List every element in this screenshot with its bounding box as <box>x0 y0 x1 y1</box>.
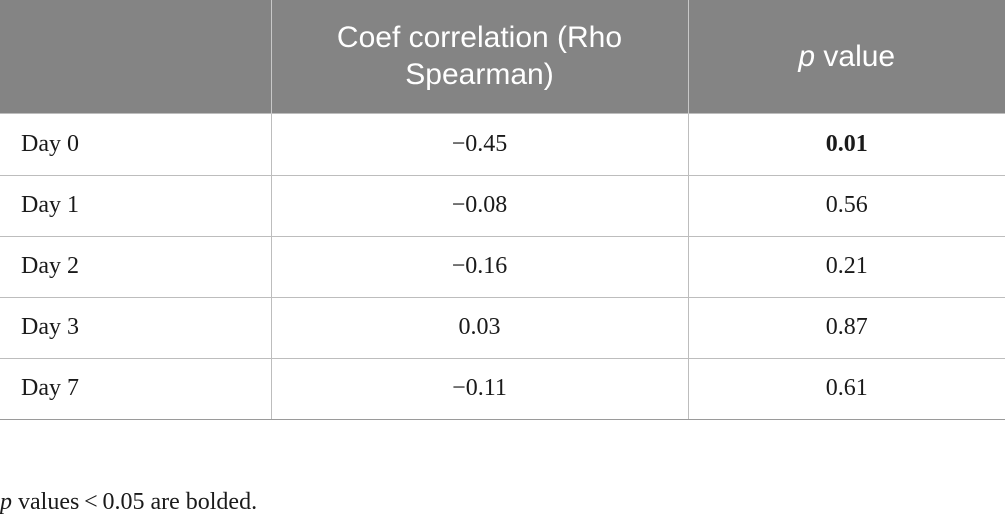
table-row: Day 7 −0.11 0.61 <box>0 357 1005 420</box>
header-p-rest: value <box>815 39 896 73</box>
table-body: Day 0 −0.45 0.01 Day 1 −0.08 0.56 Day 2 … <box>0 112 1005 420</box>
row-label: Day 3 <box>0 296 271 358</box>
p-value: 0.56 <box>687 174 1005 236</box>
p-value: 0.21 <box>687 235 1005 297</box>
row-label: Day 0 <box>0 112 271 175</box>
coef-value: −0.08 <box>270 174 688 236</box>
header-cell-p-value: p value <box>687 0 1005 113</box>
coef-value: 0.03 <box>270 296 688 358</box>
table-row: Day 1 −0.08 0.56 <box>0 174 1005 236</box>
p-value: 0.87 <box>687 296 1005 358</box>
coef-value: −0.11 <box>270 357 688 420</box>
p-value: 0.01 <box>687 112 1005 175</box>
p-value: 0.61 <box>687 357 1005 420</box>
row-label: Day 7 <box>0 357 271 420</box>
footnote-p-italic: p <box>0 489 12 515</box>
coef-value: −0.45 <box>270 112 688 175</box>
header-cell-coef: Coef correlation (Rho Spearman) <box>270 0 688 113</box>
table-row: Day 2 −0.16 0.21 <box>0 235 1005 297</box>
correlation-table: Coef correlation (Rho Spearman) p value … <box>0 0 1005 420</box>
table-header: Coef correlation (Rho Spearman) p value <box>0 0 1005 113</box>
table-row: Day 0 −0.45 0.01 <box>0 112 1005 175</box>
row-label: Day 2 <box>0 235 271 297</box>
row-label: Day 1 <box>0 174 271 236</box>
header-cell-blank <box>0 0 271 113</box>
header-p-italic: p <box>798 39 816 73</box>
table-row: Day 3 0.03 0.87 <box>0 296 1005 358</box>
coef-value: −0.16 <box>270 235 688 297</box>
footnote-text: values < 0.05 are bolded. <box>12 489 258 515</box>
table-footnote: p values < 0.05 are bolded. <box>0 488 257 516</box>
header-row: Coef correlation (Rho Spearman) p value <box>0 0 1005 113</box>
